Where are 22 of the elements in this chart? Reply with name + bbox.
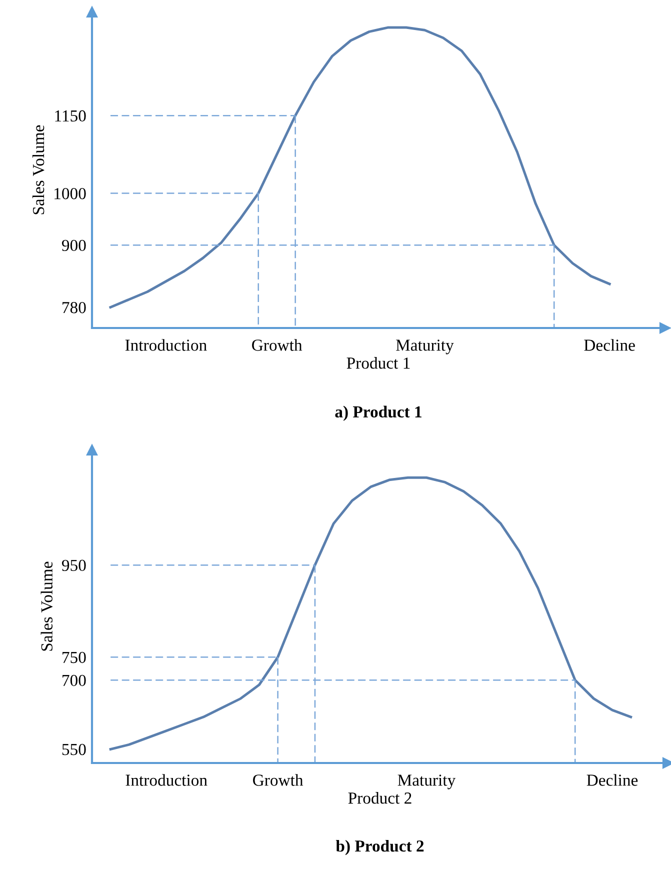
x-tick-label: Decline — [586, 774, 638, 786]
y-tick-label: 700 — [62, 674, 86, 686]
x-tick-label: Growth — [253, 774, 304, 786]
x-tick-label: Decline — [584, 339, 635, 351]
y-tick-label: 750 — [62, 652, 86, 664]
text: b) Product 2 — [336, 840, 424, 856]
x-axis-title: Product 2 — [348, 792, 412, 804]
y-tick-label: 1150 — [55, 110, 86, 122]
x-tick-label: Maturity — [396, 340, 454, 354]
y-axis-title: Sales Volume — [32, 125, 44, 214]
x-axis-title: Product 1 — [346, 357, 410, 369]
x-tick-label: Maturity — [398, 774, 456, 790]
y-tick-label: 780 — [62, 302, 86, 314]
x-tick-label: Introduction — [126, 774, 208, 786]
x-tick-label: Growth — [252, 339, 302, 351]
y-axis-title: Sales Volume — [40, 562, 53, 651]
y-tick-label: 900 — [62, 240, 86, 252]
y-tick-label: 950 — [62, 560, 86, 572]
text: a) Product 1 — [335, 406, 422, 421]
y-tick-label: 1000 — [54, 188, 86, 200]
x-tick-label: Introduction — [125, 339, 207, 351]
y-tick-label: 550 — [62, 744, 86, 756]
